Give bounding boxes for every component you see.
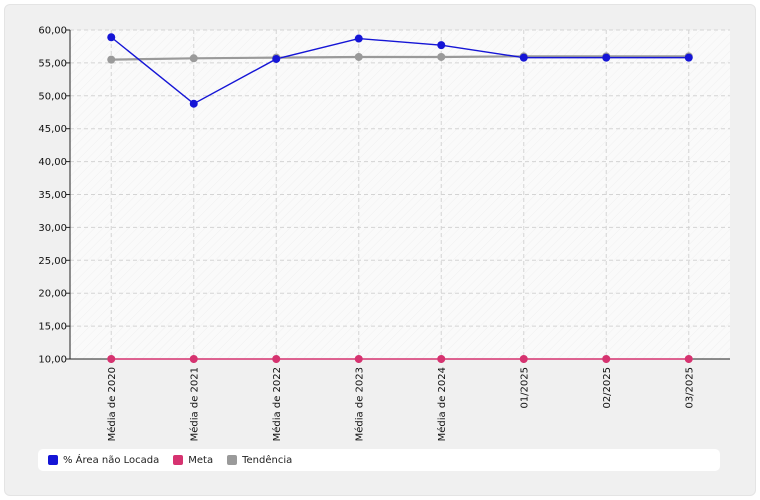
data-point[interactable]: [519, 53, 528, 62]
x-tick-label: Média de 2024: [436, 367, 448, 441]
legend-item-area[interactable]: % Área não Locada: [48, 455, 159, 466]
x-tick-label: Média de 2021: [188, 367, 200, 441]
data-point[interactable]: [272, 355, 281, 363]
x-tick-label: Média de 2023: [353, 367, 365, 441]
data-point[interactable]: [272, 54, 281, 63]
y-tick-label: 35,00: [38, 190, 67, 201]
data-point[interactable]: [602, 53, 611, 62]
legend: % Área não Locada Meta Tendência: [38, 449, 720, 471]
legend-label-area: % Área não Locada: [63, 454, 160, 466]
x-tick-label: Média de 2022: [271, 367, 283, 441]
series-line: [110, 36, 689, 105]
x-tick-label: 01/2025: [519, 367, 530, 409]
y-tick-label: 45,00: [38, 124, 67, 135]
y-tick-label: 60,00: [38, 26, 67, 37]
data-point[interactable]: [107, 33, 116, 42]
x-tick-label: 03/2025: [684, 367, 695, 409]
series-lines: [110, 36, 689, 360]
legend-item-trend[interactable]: Tendência: [227, 455, 292, 466]
series-line: [111, 55, 689, 61]
data-point[interactable]: [107, 355, 116, 363]
y-tick-labels: 10,00 15,00 20,00 25,00 30,00 35,00 40,00 45,00…: [38, 26, 70, 366]
data-point[interactable]: [437, 52, 446, 61]
y-tick-label: 15,00: [38, 322, 67, 333]
y-tick-label: 30,00: [38, 223, 67, 234]
x-tick-labels: Média de 2020 Média de 2021 Média de 2022 M…: [106, 359, 695, 441]
series-points: [107, 33, 693, 363]
legend-swatch-meta: [173, 455, 184, 465]
legend-item-meta[interactable]: Meta: [173, 455, 213, 466]
data-point[interactable]: [189, 54, 198, 63]
x-tick-label: Média de 2020: [106, 367, 118, 441]
legend-swatch-trend: [227, 455, 238, 465]
data-point[interactable]: [519, 355, 528, 363]
grid-lines: [70, 29, 730, 359]
data-point[interactable]: [354, 52, 363, 61]
y-tick-label: 50,00: [38, 91, 67, 102]
legend-label-meta: Meta: [188, 454, 214, 466]
y-tick-label: 40,00: [38, 157, 67, 168]
y-tick-label: 20,00: [38, 289, 67, 300]
data-point[interactable]: [602, 355, 611, 363]
y-tick-label: 10,00: [38, 355, 67, 366]
data-point[interactable]: [189, 99, 198, 108]
data-point[interactable]: [684, 53, 693, 62]
data-point[interactable]: [437, 355, 446, 363]
data-point[interactable]: [354, 34, 363, 43]
data-point[interactable]: [354, 355, 363, 363]
legend-swatch-area: [48, 455, 58, 465]
x-tick-label: 02/2025: [602, 367, 613, 409]
data-point[interactable]: [437, 41, 446, 50]
data-point[interactable]: [107, 55, 116, 64]
y-tick-label: 55,00: [38, 58, 67, 69]
legend-label-trend: Tendência: [242, 454, 293, 466]
y-tick-label: 25,00: [38, 256, 67, 267]
data-point[interactable]: [189, 355, 198, 363]
data-point[interactable]: [684, 355, 693, 363]
